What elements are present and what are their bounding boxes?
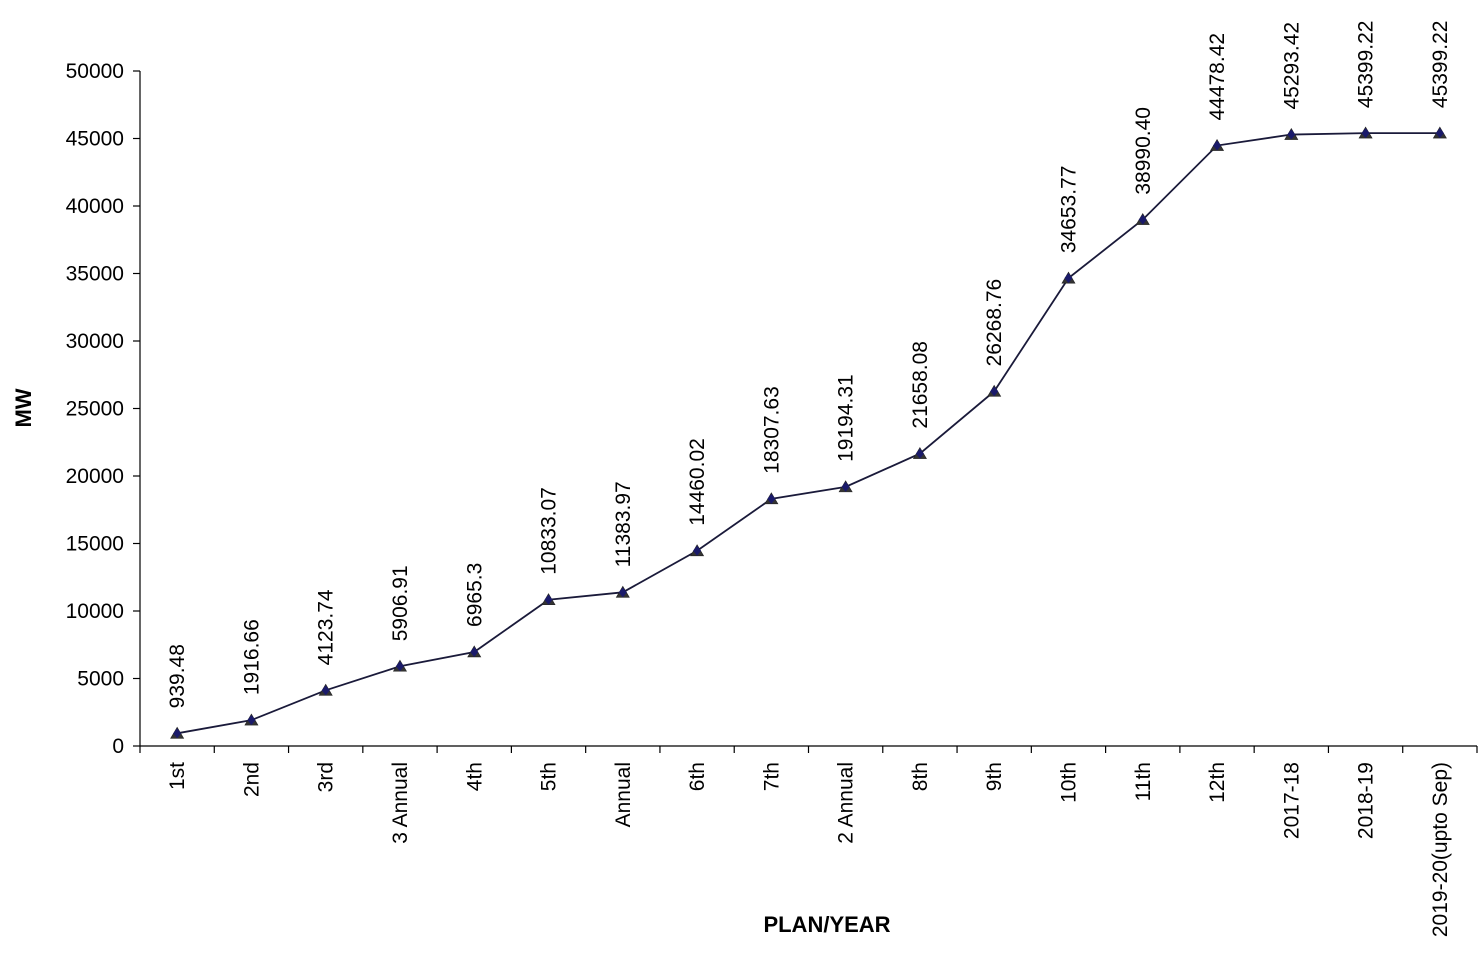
y-axis-title: MW [11, 388, 36, 427]
data-point-diamond [618, 587, 627, 598]
data-value-label: 6965.3 [463, 563, 486, 627]
data-point-diamond [1138, 214, 1147, 225]
data-value-label: 26268.76 [983, 279, 1006, 367]
y-tick-label: 50000 [66, 60, 124, 83]
data-point-diamond [767, 493, 776, 504]
x-tick-label: 12th [1206, 762, 1229, 803]
x-tick-label: 2018-19 [1355, 762, 1378, 839]
data-point-diamond [1361, 128, 1370, 139]
y-tick-label: 30000 [66, 330, 124, 353]
data-point-diamond [470, 646, 479, 657]
data-value-label: 18307.63 [760, 386, 783, 474]
data-point-diamond [1213, 140, 1222, 151]
data-value-label: 11383.97 [612, 481, 635, 567]
series-polyline [176, 132, 1440, 735]
data-point-diamond [693, 545, 702, 556]
data-value-label: 4123.74 [315, 589, 338, 665]
data-value-label: 1916.66 [240, 619, 263, 695]
data-point-diamond [321, 685, 330, 696]
x-tick-label: 7th [760, 762, 783, 791]
x-tick-label: 2017-18 [1280, 762, 1303, 839]
y-tick-label: 10000 [66, 600, 124, 623]
y-tick-label: 5000 [77, 668, 124, 691]
data-point-diamond [173, 728, 182, 739]
data-value-label: 45293.42 [1280, 22, 1303, 110]
x-axis: 1st 2nd 3rd 3 Annual 4th 5th Annual 6th 7th 2 Ann… [139, 745, 1478, 937]
data-point-diamond [1287, 129, 1296, 140]
y-axis: 0 5000 10000 15000 20000 25000 30000 35000 40000… [66, 60, 141, 758]
x-axis-title: PLAN/YEAR [763, 912, 890, 937]
data-point-diamond [395, 661, 404, 672]
data-value-label: 45399.22 [1355, 21, 1378, 109]
x-tick-label: 2 Annual [835, 762, 858, 844]
data-value-label: 34653.77 [1057, 166, 1080, 254]
data-value-label: 10833.07 [538, 487, 561, 575]
data-value-label: 19194.31 [835, 374, 858, 462]
data-point-diamond [990, 386, 999, 397]
y-tick-label: 20000 [66, 465, 124, 488]
data-value-label: 38990.40 [1132, 107, 1155, 195]
x-tick-label: Annual [612, 762, 635, 827]
x-tick-label: 10th [1057, 762, 1080, 803]
x-tick-label: 2019-20(upto Sep) [1429, 762, 1452, 937]
data-labels: 939.48 1916.66 4123.74 5906.91 6965.3 10833.0… [166, 21, 1452, 709]
x-tick-label: 3rd [315, 762, 338, 792]
data-point-diamond [544, 594, 553, 605]
x-tick-label: 2nd [240, 762, 263, 797]
x-tick-label: 4th [463, 762, 486, 791]
x-tick-label: 1st [166, 762, 189, 790]
series-line [170, 126, 1447, 739]
data-point-diamond [841, 481, 850, 492]
data-value-label: 5906.91 [389, 565, 412, 641]
x-tick-label: 8th [909, 762, 932, 791]
data-value-label: 45399.22 [1429, 21, 1452, 109]
x-tick-label: 11th [1132, 762, 1155, 801]
x-tick-label: 3 Annual [389, 762, 412, 844]
y-tick-label: 25000 [66, 398, 124, 421]
x-tick-label: 5th [538, 762, 561, 791]
x-tick-label: 6th [686, 762, 709, 791]
data-point-diamond [247, 715, 256, 726]
data-value-label: 14460.02 [686, 438, 709, 526]
y-tick-label: 0 [112, 735, 124, 758]
x-tick-label: 9th [983, 762, 1006, 791]
y-tick-label: 40000 [66, 195, 124, 218]
data-point-diamond [1435, 128, 1444, 139]
y-tick-label: 35000 [66, 263, 124, 286]
y-tick-label: 15000 [66, 533, 124, 556]
data-value-label: 44478.42 [1206, 33, 1229, 121]
data-value-label: 21658.08 [909, 341, 932, 429]
data-point-diamond [915, 448, 924, 459]
data-point-diamond [1064, 273, 1073, 284]
data-value-label: 939.48 [166, 644, 189, 708]
y-tick-label: 45000 [66, 128, 124, 151]
